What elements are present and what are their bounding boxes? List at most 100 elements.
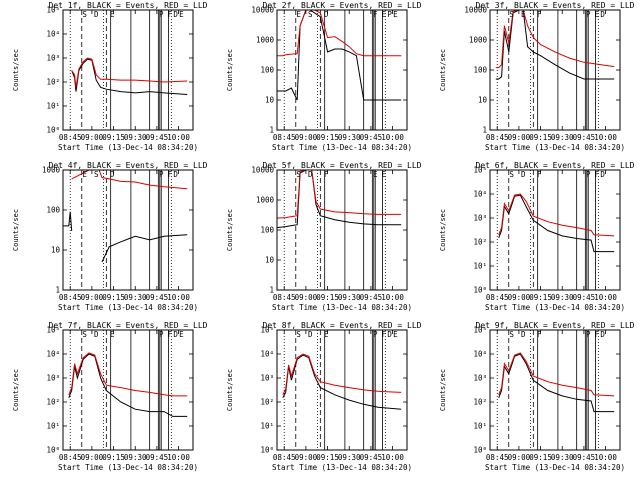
panel-marker: D (308, 170, 313, 179)
x-tick-label: 09:30 (551, 293, 574, 302)
panel-marker: F (595, 330, 600, 339)
x-tick-label: 09:30 (124, 453, 147, 462)
panel-marker: D (600, 10, 605, 19)
series-line-events (63, 211, 188, 263)
plot-frame (276, 9, 408, 131)
x-tick-label: 09:30 (124, 133, 147, 142)
x-axis-label: Start Time (13-Dec-14 08:34:20) (272, 143, 412, 152)
x-tick-label: 09:15 (316, 293, 339, 302)
panel-marker: D (324, 10, 329, 19)
panel-marker: D (94, 330, 99, 339)
chart-title: Det 1f, BLACK = Events, RED = LLD (49, 1, 208, 10)
y-tick-label: 10⁴ (473, 190, 487, 199)
panel-marker: F (382, 330, 387, 339)
y-tick-label: 10³ (473, 374, 487, 383)
x-tick-label: 09:30 (338, 133, 361, 142)
y-tick-label: 10⁵ (260, 326, 274, 335)
y-tick-label: 10⁰ (473, 446, 487, 455)
plot-frame (489, 9, 621, 131)
panel-marker: E (595, 10, 600, 19)
x-tick-label: 08:45 (486, 293, 509, 302)
x-tick-label: 08:45 (59, 293, 82, 302)
panel-marker: D (94, 10, 99, 19)
y-tick-label: 10 (265, 96, 275, 105)
x-tick-label: 09:15 (529, 453, 552, 462)
y-tick-label: 10¹ (473, 422, 487, 431)
plot-frame (276, 169, 408, 291)
y-tick-label: 100 (260, 226, 274, 235)
y-tick-label: 10¹ (260, 422, 274, 431)
y-tick-label: 10⁴ (46, 350, 60, 359)
series-line-lld (277, 10, 402, 57)
y-axis-label: Counts/sec (12, 369, 20, 411)
y-tick-label: 10⁰ (46, 126, 60, 135)
y-tick-label: 1 (269, 286, 274, 295)
x-tick-label: 09:45 (146, 453, 169, 462)
x-tick-label: 10:00 (381, 133, 404, 142)
x-tick-label: 09:45 (360, 453, 383, 462)
panel-marker: F (537, 10, 542, 19)
y-tick-label: 10³ (46, 54, 60, 63)
panel-marker: D (173, 170, 178, 179)
y-tick-label: 10¹ (473, 262, 487, 271)
y-axis-label: Counts/sec (439, 209, 447, 251)
series-line-lld (68, 352, 188, 397)
x-tick-label: 09:30 (338, 293, 361, 302)
chart-title: Det 2f, BLACK = Events, RED = LLD (263, 1, 422, 10)
y-tick-label: 10² (473, 398, 487, 407)
panel-marker: E (393, 330, 398, 339)
plot-frame (489, 169, 621, 291)
chart-title: Det 7f, BLACK = Events, RED = LLD (49, 321, 208, 330)
x-tick-label: 09:30 (551, 133, 574, 142)
x-tick-label: 10:00 (381, 293, 404, 302)
panel-marker: P (586, 10, 591, 19)
y-tick-label: 10² (473, 238, 487, 247)
y-tick-label: 10⁵ (46, 326, 60, 335)
x-tick-label: 09:00 (508, 293, 531, 302)
panel-marker: F (595, 170, 600, 179)
plot-frame (62, 9, 194, 131)
panel-marker: P (586, 330, 591, 339)
y-tick-label: 10⁰ (46, 446, 60, 455)
plot-frame (489, 329, 621, 451)
x-tick-label: 09:15 (102, 453, 125, 462)
x-tick-label: 09:00 (81, 453, 104, 462)
y-tick-label: 10³ (473, 214, 487, 223)
panel-marker: E (179, 330, 184, 339)
panel-marker: S (509, 170, 514, 179)
panel-marker: F (168, 330, 173, 339)
y-tick-label: 10⁴ (260, 350, 274, 359)
panel-marker: P (373, 330, 378, 339)
y-tick-label: 100 (473, 66, 487, 75)
chart-title: Det 3f, BLACK = Events, RED = LLD (476, 1, 635, 10)
x-tick-label: 09:00 (81, 293, 104, 302)
panel-marker: S (296, 330, 301, 339)
x-tick-label: 09:45 (146, 293, 169, 302)
x-tick-label: 10:00 (167, 293, 190, 302)
panel-marker: S (94, 170, 99, 179)
panel-marker: S (82, 330, 87, 339)
y-tick-label: 1 (482, 126, 487, 135)
panel-marker: E (382, 170, 387, 179)
chart-title: Det 8f, BLACK = Events, RED = LLD (263, 321, 422, 330)
series-line-lld (71, 170, 188, 190)
plot-frame (62, 329, 194, 451)
panel-marker: E (296, 10, 301, 19)
series-line-lld (282, 353, 402, 396)
x-tick-label: 09:00 (508, 453, 531, 462)
series-line-lld (277, 170, 402, 219)
y-tick-label: 10⁵ (473, 166, 487, 175)
y-tick-label: 10000 (464, 6, 487, 15)
panel-marker: E (110, 330, 115, 339)
y-tick-label: 10 (478, 96, 488, 105)
x-tick-label: 09:30 (338, 453, 361, 462)
x-tick-label: 10:00 (594, 453, 617, 462)
x-axis-label: Start Time (13-Dec-14 08:34:20) (485, 463, 625, 472)
y-tick-label: 10 (265, 256, 275, 265)
series-line-events (71, 58, 188, 95)
panel-marker: E (179, 10, 184, 19)
panel-marker: E (324, 330, 329, 339)
